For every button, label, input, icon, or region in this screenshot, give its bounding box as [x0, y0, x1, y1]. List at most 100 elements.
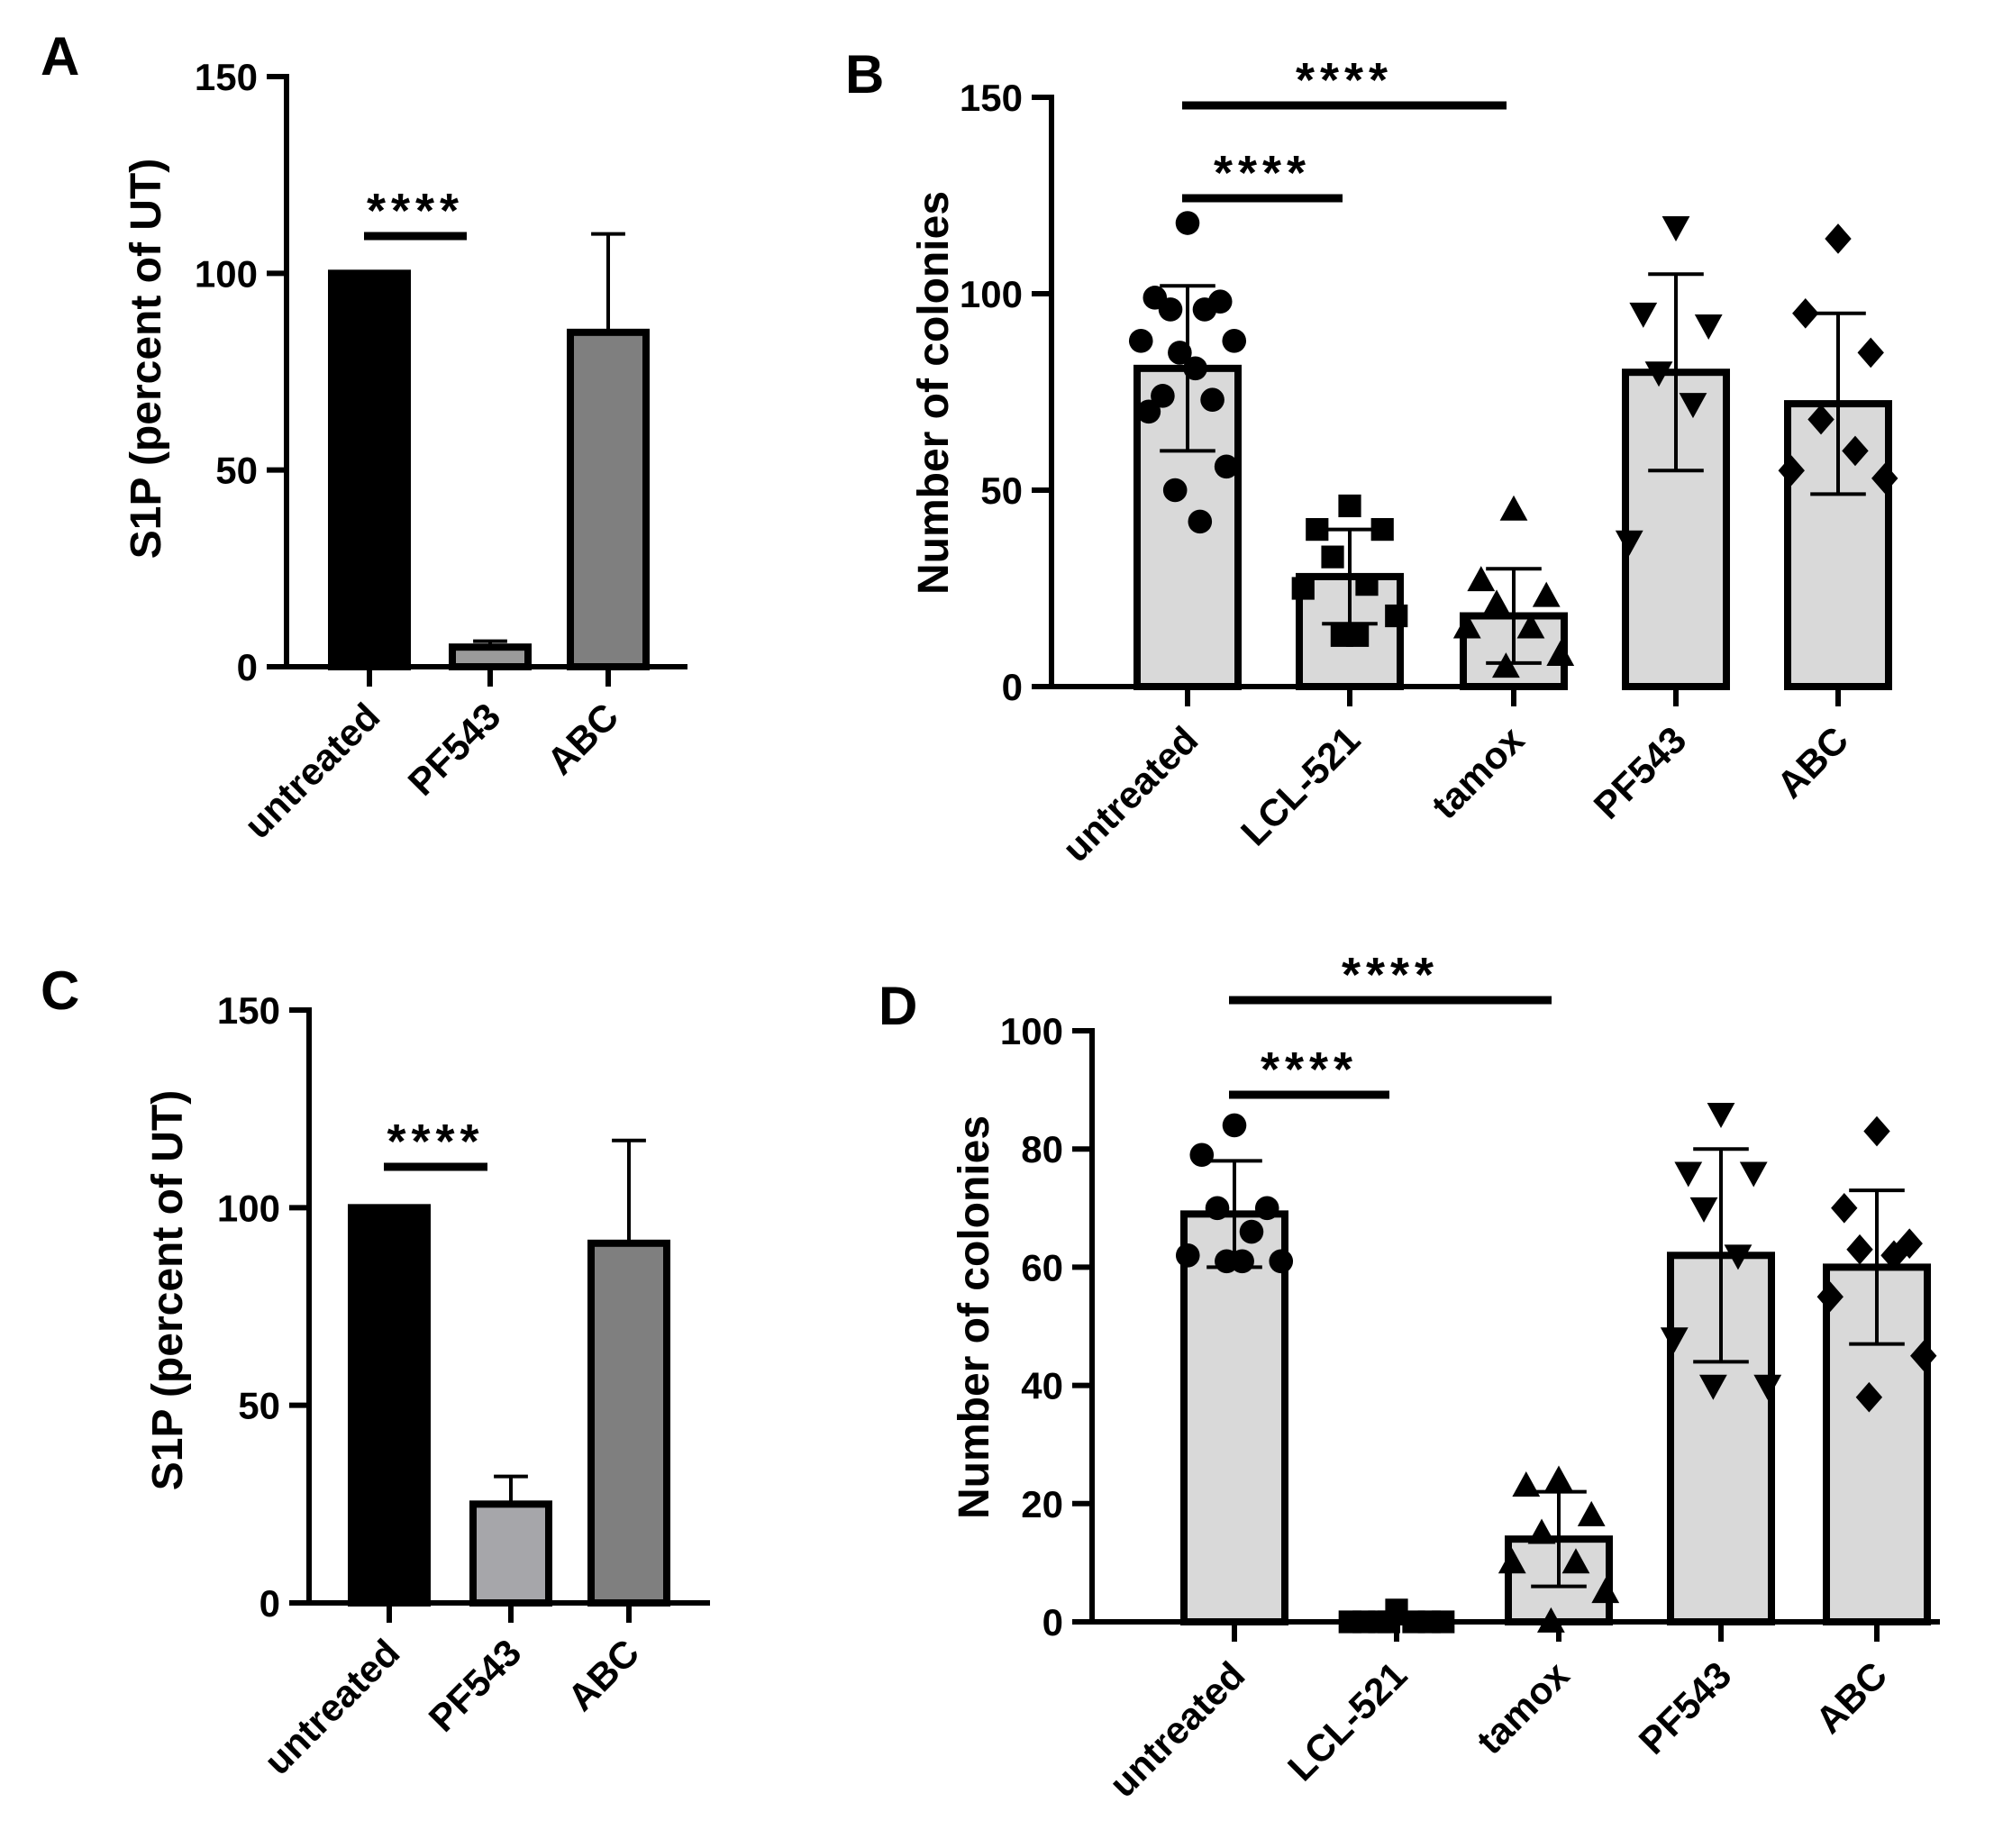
data-point: [1188, 509, 1213, 534]
error-bar: [591, 232, 625, 332]
x-tick-label: LCL-521: [1233, 718, 1368, 853]
significance-bracket: ****: [384, 1115, 487, 1171]
y-tick-label: 100: [1000, 1010, 1063, 1052]
error-bar: [1810, 311, 1866, 496]
bar-untreated: [1180, 1210, 1288, 1625]
error-bar: [1322, 527, 1378, 626]
data-point: [1158, 297, 1183, 322]
data-point: [1467, 566, 1496, 592]
significance-bracket: ****: [1182, 53, 1507, 110]
x-tick-label: PF543: [1586, 718, 1695, 827]
data-point: [1346, 624, 1370, 647]
bar-abc: [567, 328, 650, 670]
data-point: [1175, 1243, 1200, 1268]
x-tick-label: ABC: [1807, 1653, 1896, 1742]
panel-label-d: D: [879, 976, 917, 1036]
data-point: [1591, 1578, 1620, 1604]
panel-b: B Number of colonies 0 50 100 150 untreated L…: [845, 44, 1898, 870]
x-tick-label: untreated: [1054, 718, 1206, 870]
panel-label-a: A: [41, 26, 79, 86]
y-axis-label: S1P (percent of UT): [144, 1090, 192, 1491]
y-tick-label: 20: [1021, 1483, 1063, 1525]
error-bar: [1693, 1147, 1749, 1364]
y-tick-label: 40: [1021, 1365, 1063, 1407]
data-point: [1355, 573, 1379, 596]
y-tick-label: 0: [1002, 666, 1023, 708]
x-tick-label: PF543: [1631, 1653, 1740, 1762]
data-point: [1679, 393, 1707, 419]
data-point: [1871, 463, 1898, 494]
y-tick-label: 0: [1042, 1601, 1063, 1643]
data-point: [1831, 1193, 1858, 1224]
data-point: [1855, 1381, 1883, 1413]
significance-stars: ****: [1342, 948, 1439, 1002]
data-point: [1239, 1219, 1264, 1244]
data-point: [1222, 329, 1247, 353]
data-point: [1192, 297, 1217, 322]
x-tick-label: tamox: [1469, 1653, 1578, 1762]
data-point: [1498, 1548, 1526, 1574]
y-tick-label: 150: [195, 56, 258, 98]
data-point: [1825, 223, 1852, 254]
y-tick-label: 100: [960, 273, 1023, 315]
x-tick-label: ABC: [1769, 718, 1857, 806]
bar-abc: [587, 1239, 670, 1607]
data-point: [1151, 384, 1175, 408]
data-point: [1880, 1240, 1907, 1271]
y-tick-label: 50: [215, 450, 258, 492]
data-point: [1516, 613, 1545, 639]
data-point: [1577, 1500, 1606, 1526]
significance-bracket: ****: [1229, 1042, 1389, 1099]
x-tick-label: untreated: [236, 695, 388, 847]
data-point: [1128, 329, 1153, 353]
data-point: [1162, 478, 1188, 503]
significance-stars: ****: [367, 184, 464, 238]
data-point: [1842, 435, 1869, 467]
y-tick-label: 150: [960, 77, 1023, 119]
panel-a: A S1P (percent of UT) 0 50 100 150 untreated…: [41, 26, 687, 847]
data-point: [1491, 652, 1520, 678]
y-axis-label: Number of colonies: [910, 191, 958, 595]
data-point: [1269, 1249, 1294, 1274]
x-tick-label: tamox: [1424, 718, 1533, 827]
error-bar: [1849, 1188, 1905, 1346]
data-point: [1175, 211, 1200, 235]
significance-bracket: ****: [364, 184, 467, 241]
data-point: [1629, 302, 1658, 328]
data-point: [1321, 545, 1344, 569]
significance-bracket: ****: [1229, 948, 1552, 1005]
data-point: [1674, 1161, 1703, 1188]
data-point: [1778, 455, 1805, 486]
y-tick-label: 100: [195, 252, 258, 295]
data-point: [1660, 1327, 1689, 1353]
x-tick-label: LCL-521: [1279, 1653, 1415, 1789]
bar-untreated: [328, 269, 411, 670]
x-tick-label: untreated: [1101, 1653, 1253, 1806]
x-tick-label: ABC: [539, 695, 627, 783]
data-point: [1544, 1465, 1573, 1491]
data-point: [1254, 1196, 1279, 1221]
data-point: [1615, 530, 1643, 556]
error-bar: [473, 639, 507, 648]
data-point: [1694, 314, 1723, 340]
data-point: [1857, 337, 1884, 369]
y-axis-label: Number of colonies: [951, 1115, 998, 1519]
y-tick-label: 0: [259, 1582, 280, 1625]
significance-stars: ****: [1296, 53, 1393, 107]
data-point: [1222, 1113, 1247, 1138]
data-point: [1689, 1197, 1718, 1223]
significance-bracket: ****: [1182, 146, 1343, 203]
data-point: [1753, 1374, 1782, 1400]
data-point: [1739, 1161, 1768, 1188]
data-point: [1661, 215, 1690, 241]
bar-pf543: [469, 1500, 552, 1607]
data-point: [1807, 404, 1834, 435]
panel-c: C S1P (percent of UT) 0 50 100 150 untreated…: [41, 960, 710, 1783]
panel-label-b: B: [845, 44, 884, 105]
data-point: [1724, 1244, 1753, 1270]
data-point: [1189, 1142, 1215, 1168]
data-point: [1816, 1281, 1844, 1312]
significance-stars: ****: [387, 1115, 484, 1169]
y-tick-label: 60: [1021, 1246, 1063, 1288]
